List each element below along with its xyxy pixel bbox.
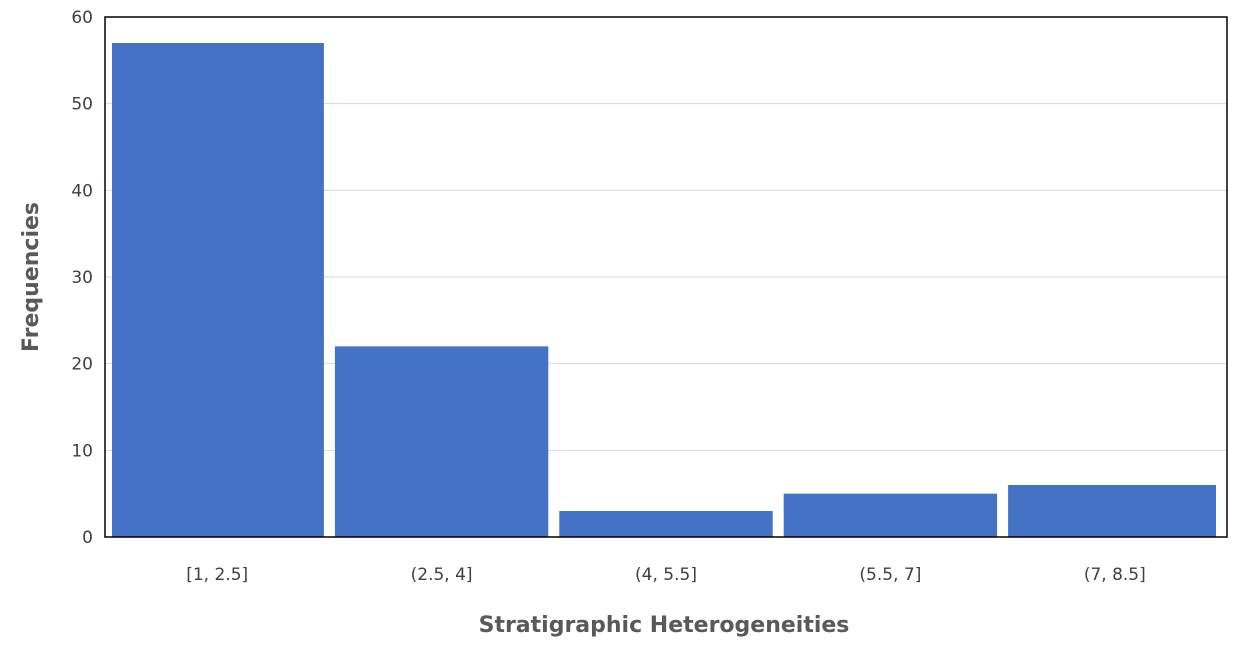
plot-frame bbox=[104, 16, 1228, 538]
y-tick-label: 60 bbox=[71, 8, 93, 28]
y-tick-label: 30 bbox=[71, 268, 93, 288]
y-tick-label: 20 bbox=[71, 355, 93, 375]
x-tick-label: (5.5, 7] bbox=[859, 565, 921, 585]
y-tick-label: 0 bbox=[82, 528, 93, 548]
x-tick-label: [1, 2.5] bbox=[186, 565, 248, 585]
x-tick-labels: [1, 2.5] (2.5, 4] (4, 5.5] (5.5, 7] (7, 8.5] bbox=[186, 565, 1146, 585]
plot-border bbox=[104, 16, 1228, 538]
y-axis-title: Frequencies bbox=[19, 202, 44, 352]
bar bbox=[112, 43, 324, 537]
x-tick-label: (4, 5.5] bbox=[635, 565, 697, 585]
bar bbox=[1008, 485, 1216, 537]
bar bbox=[783, 493, 998, 537]
bars bbox=[112, 43, 1216, 537]
y-tick-labels: 0 10 20 30 40 50 60 bbox=[71, 8, 93, 548]
y-tick-label: 40 bbox=[71, 181, 93, 201]
x-tick-label: (2.5, 4] bbox=[411, 565, 473, 585]
x-tick-label: (7, 8.5] bbox=[1084, 565, 1146, 585]
bar bbox=[334, 346, 549, 537]
x-axis-title: Stratigraphic Heterogeneities bbox=[479, 613, 850, 638]
bar bbox=[559, 511, 773, 537]
y-tick-label: 50 bbox=[71, 95, 93, 115]
y-tick-label: 10 bbox=[71, 441, 93, 461]
